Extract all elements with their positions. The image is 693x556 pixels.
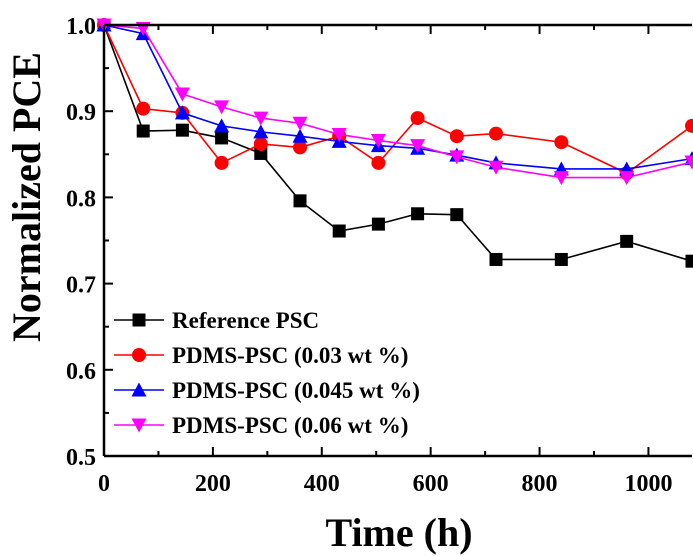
data-point bbox=[553, 171, 569, 186]
legend-label: PDMS-PSC (0.06 wt %) bbox=[172, 413, 408, 438]
data-point bbox=[685, 254, 693, 268]
y-tick-label: 0.8 bbox=[66, 186, 96, 212]
data-point bbox=[411, 207, 425, 221]
x-tick-label: 800 bbox=[522, 471, 558, 497]
series-line bbox=[103, 24, 693, 262]
x-tick-label: 0 bbox=[98, 471, 110, 497]
data-point bbox=[174, 87, 190, 102]
data-point bbox=[449, 150, 465, 165]
x-tick-label: 600 bbox=[413, 471, 449, 497]
data-point bbox=[214, 118, 230, 133]
data-point bbox=[214, 100, 230, 115]
data-point bbox=[371, 155, 386, 170]
legend-item: PDMS-PSC (0.06 wt %) bbox=[114, 413, 408, 438]
x-tick-label: 1000 bbox=[624, 471, 672, 497]
data-point bbox=[214, 155, 229, 170]
data-point bbox=[253, 124, 269, 139]
legend-item: Reference PSC bbox=[114, 308, 319, 333]
series-layer bbox=[96, 17, 693, 268]
data-point bbox=[684, 155, 693, 170]
data-point bbox=[410, 139, 426, 154]
legend-label: PDMS-PSC (0.03 wt %) bbox=[172, 343, 408, 368]
y-tick-label: 0.5 bbox=[66, 445, 96, 471]
legend-marker bbox=[132, 348, 146, 362]
y-tick-label: 0.6 bbox=[66, 359, 96, 385]
data-point bbox=[331, 127, 347, 142]
legend-item: PDMS-PSC (0.045 wt %) bbox=[114, 378, 420, 403]
data-point bbox=[370, 134, 386, 149]
series-2 bbox=[96, 17, 693, 176]
data-point bbox=[450, 208, 464, 222]
y-tick-label: 0.7 bbox=[66, 273, 96, 299]
data-point bbox=[254, 146, 268, 160]
x-axis-title: Time (h) bbox=[325, 510, 472, 555]
y-axis-title: Normalized PCE bbox=[4, 52, 49, 342]
y-tick-label: 0.9 bbox=[66, 100, 96, 126]
series-line bbox=[103, 24, 693, 175]
y-tick-label: 1.0 bbox=[66, 14, 96, 40]
data-point bbox=[410, 111, 425, 126]
data-point bbox=[685, 118, 693, 133]
data-point bbox=[449, 129, 464, 144]
legend-marker bbox=[131, 418, 147, 433]
data-point bbox=[175, 123, 189, 137]
data-point bbox=[554, 135, 569, 150]
data-point bbox=[554, 252, 568, 266]
data-point bbox=[293, 194, 307, 208]
data-point bbox=[332, 224, 346, 238]
data-point bbox=[215, 131, 229, 145]
legend-label: Reference PSC bbox=[172, 308, 319, 333]
data-point bbox=[619, 171, 635, 186]
legend-marker bbox=[132, 313, 146, 327]
series-line bbox=[103, 24, 693, 179]
data-point bbox=[174, 105, 190, 120]
data-point bbox=[371, 217, 385, 231]
series-line bbox=[103, 24, 693, 170]
series-3 bbox=[96, 18, 693, 186]
legend: Reference PSC PDMS-PSC (0.03 wt %) PDMS-PS… bbox=[114, 308, 420, 438]
data-point bbox=[292, 128, 308, 143]
data-point bbox=[292, 116, 308, 131]
data-point bbox=[488, 160, 504, 175]
legend-label: PDMS-PSC (0.045 wt %) bbox=[172, 378, 420, 403]
data-point bbox=[253, 136, 268, 151]
series-1 bbox=[97, 18, 693, 181]
data-point bbox=[136, 101, 151, 116]
series-0 bbox=[97, 18, 693, 268]
x-tick-label: 400 bbox=[304, 471, 340, 497]
data-point bbox=[136, 124, 150, 138]
data-point bbox=[253, 111, 269, 126]
legend-item: PDMS-PSC (0.03 wt %) bbox=[114, 343, 408, 368]
legend-marker bbox=[131, 382, 147, 397]
data-point bbox=[489, 252, 503, 266]
x-tick-label: 200 bbox=[195, 471, 231, 497]
data-point bbox=[620, 234, 634, 248]
data-point bbox=[293, 140, 307, 155]
data-point bbox=[489, 126, 503, 141]
ticks-layer: 0 200 400 600 800 1000 0.5 0.6 0.7 0.8 0.9 1.0 bbox=[66, 14, 672, 497]
